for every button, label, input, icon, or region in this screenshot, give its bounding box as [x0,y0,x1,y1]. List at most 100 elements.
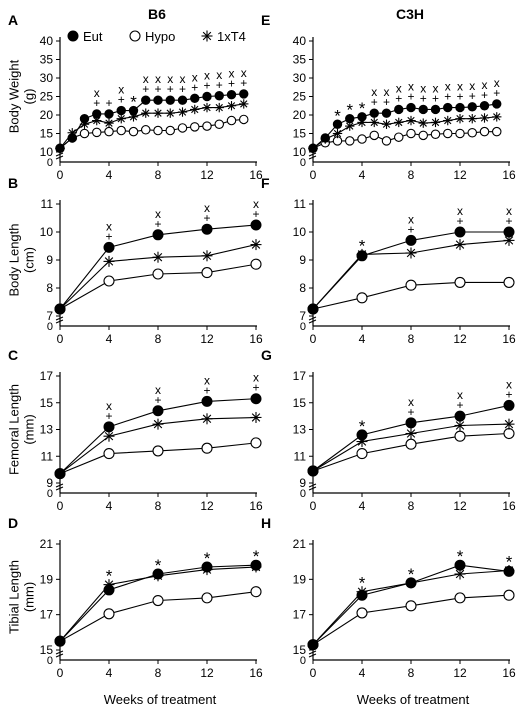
x-tick-label: 12 [200,666,214,680]
asterisk-stroke [104,257,114,266]
x-tick-label: 12 [200,499,214,513]
significance-mark: * [457,547,464,566]
x-tick-label: 12 [453,666,467,680]
significance-mark: + [456,398,463,412]
point-hypo [250,258,262,270]
asterisk-stroke [407,116,415,125]
asterisk-stroke [202,251,212,261]
y-tick-label: 19 [40,572,54,586]
point-eut [103,241,115,253]
point-1xt4 [454,239,466,251]
asterisk-stroke [406,429,416,438]
significance-mark: x [155,383,161,397]
point-eut [177,95,188,105]
x-tick-label: 16 [502,499,516,513]
x-tick-label: 16 [502,666,516,680]
point-1xt4 [103,255,115,267]
point-eut [104,109,114,119]
asterisk-stroke [251,413,261,422]
point-eut [320,133,330,143]
point-hypo [503,427,515,440]
point-1xt4 [454,419,466,431]
point-eut [454,410,466,422]
significance-mark: + [407,405,414,419]
point-eut [357,112,367,122]
panel-letter: H [261,515,271,531]
point-eut [406,102,416,113]
significance-mark: x [420,81,426,95]
point-hypo [92,127,102,138]
y-axis-label-line: Body Length [7,223,22,296]
point-eut [190,93,200,104]
point-eut [454,559,466,571]
point-hypo [79,128,90,139]
significance-mark: x [482,78,488,92]
x-tick-label: 0 [310,332,317,346]
y-tick-label: 15 [293,396,307,410]
significance-mark: x [204,373,210,387]
axis-break [55,152,64,157]
axis-break [55,155,64,160]
asterisk-stroke [178,108,187,116]
series-line-eut [59,93,244,149]
asterisk-stroke [444,116,452,125]
asterisk-stroke [395,118,403,127]
y-tick-label: 15 [40,127,54,141]
x-tick-label: 4 [106,666,113,680]
series-line-eut [312,103,497,149]
axis-break [308,650,317,655]
significance-mark: + [505,387,512,401]
x-tick-label: 16 [249,332,263,346]
y-tick-label: 15 [40,643,54,657]
significance-mark: * [359,99,366,118]
point-hypo [405,600,417,612]
point-1xt4 [418,118,428,128]
asterisk-stroke [202,31,212,41]
significance-mark: + [105,96,112,110]
axis-break [55,650,64,655]
point-hypo [503,276,515,288]
point-hypo [369,130,379,141]
point-hypo [250,586,262,598]
panel-h: H 15 17 19 21 00 4 8 12 16 * * * * [261,515,516,680]
significance-mark: + [191,80,198,94]
significance-mark: * [155,556,162,575]
significance-mark: + [469,89,476,103]
point-eut [116,105,126,116]
significance-mark: x [155,207,161,221]
significance-mark: x [494,76,500,90]
point-hypo [103,448,115,460]
x-tick-label: 16 [249,666,263,680]
point-1xt4 [239,99,249,109]
asterisk-stroke [504,236,514,245]
point-eut [152,405,164,417]
point-hypo [430,129,441,139]
point-1xt4 [104,118,114,128]
y-axis-label-line: (cm) [22,247,37,273]
point-hypo [356,448,368,460]
significance-mark: * [359,417,366,436]
y-tick-label: 9 [46,476,53,490]
x-tick-label: 12 [200,332,214,346]
significance-mark: x [167,72,173,86]
series-line-hypo [312,131,497,149]
point-1xt4 [332,128,343,139]
x-tick-label: 0 [57,168,64,182]
significance-mark: + [420,91,427,105]
significance-mark: x [408,80,414,94]
y-tick-label: 10 [293,145,307,159]
asterisk-stroke [227,102,236,110]
x-tick-label: 16 [502,168,516,182]
point-hypo [503,589,515,601]
significance-mark: + [371,95,378,109]
significance-mark: + [93,96,100,110]
y-tick-label: 7 [299,309,306,323]
point-1xt4 [202,102,212,113]
significance-mark: x [204,69,210,83]
y-tick-label: 17 [293,608,307,622]
point-hypo [141,125,151,135]
point-eut [369,108,379,118]
panel-letter: D [8,515,18,531]
point-eut [356,429,368,441]
